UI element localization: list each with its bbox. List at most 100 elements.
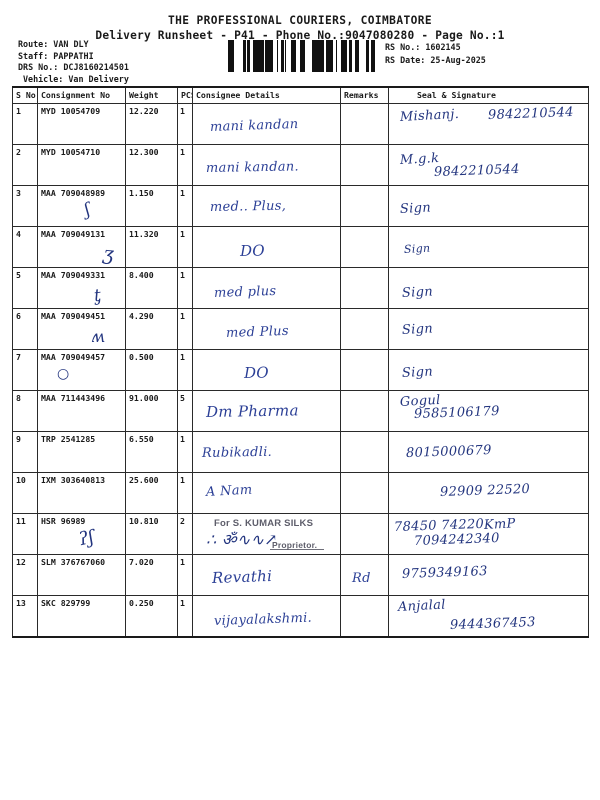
cell-seal-signature: Anjalal 9444367453 [388, 595, 589, 638]
signature-handwriting: Sign [403, 241, 431, 256]
cell-remarks [340, 595, 389, 638]
ink-scribble: ʒ [101, 242, 115, 266]
cell-pcs: 5 [177, 390, 193, 432]
cell-weight: 91.000 [125, 390, 178, 432]
signature-handwriting: Sign [399, 200, 432, 217]
cell-consignee-details: DO [192, 349, 341, 391]
staff-field: Staff: PAPPATHI [18, 50, 94, 61]
runsheet-meta-left: Route: VAN DLY Staff: PAPPATHI DRS No.: … [18, 39, 129, 85]
cell-seal-signature: Sign [388, 349, 589, 391]
cell-seal-signature: M.g.k 9842210544 [388, 144, 589, 186]
cell-consignee-details: Rubikadli. [192, 431, 341, 473]
cell-consignment-no: MAA 709048989 ʃ [37, 185, 126, 227]
table-row: 1 MYD 10054709 12.220 1 mani kandan Mishanj. 9… [12, 103, 589, 145]
cell-seal-signature: 9759349163 [388, 554, 589, 596]
consignment-no-text: MAA 709048989 [41, 188, 106, 198]
cell-consignment-no: MAA 709049451 ʍ [37, 308, 126, 350]
cell-remarks [340, 513, 389, 555]
cell-weight: 12.300 [125, 144, 178, 186]
page-title: THE PROFESSIONAL COURIERS, COIMBATORE [167, 14, 432, 27]
table-header: S No Consignment No Weight PCS Consignee… [12, 86, 589, 104]
cell-pcs: 1 [177, 472, 193, 514]
cell-consignee-details: med.. Plus, [192, 185, 341, 227]
table-row: 8 MAA 711443496 91.000 5 Dm Pharma Gogul 95851… [12, 390, 589, 432]
col-header-consignment-no: Consignment No [37, 86, 126, 104]
col-header-seal-signature: Seal & Signature [388, 86, 589, 104]
cell-sno: 4 [12, 226, 38, 268]
cell-consignment-no: MYD 10054709 [37, 103, 126, 145]
table-row: 5 MAA 709049331 ƫ 8.400 1 med plus Sign [12, 267, 589, 309]
table-row: 12 SLM 376767060 7.020 1 Revathi Rd 9759349163 [12, 554, 589, 596]
cell-seal-signature: Sign [388, 226, 589, 268]
consignee-details-handwriting: med.. Plus, [209, 198, 287, 215]
cell-pcs: 1 [177, 185, 193, 227]
cell-consignment-no: MYD 10054710 [37, 144, 126, 186]
table-row: 7 MAA 709049457 ○ 0.500 1 DO Sign [12, 349, 589, 391]
cell-remarks [340, 267, 389, 309]
signature-phone-number: 9759349163 [401, 564, 488, 582]
rubber-stamp-top-text: For S. KUMAR SILKS [214, 518, 314, 529]
cell-consignment-no: MAA 709049131 ʒ [37, 226, 126, 268]
cell-consignment-no: MAA 711443496 [37, 390, 126, 432]
col-header-consignee-details: Consignee Details [192, 86, 341, 104]
consignee-details-handwriting: mani kandan [209, 116, 299, 135]
consignee-details-handwriting: Rubikadli. [201, 444, 273, 461]
consignee-details-handwriting: med Plus [225, 323, 290, 341]
cell-weight: 11.320 [125, 226, 178, 268]
col-header-remarks: Remarks [340, 86, 389, 104]
consignee-details-handwriting: mani kandan. [205, 159, 300, 176]
cell-sno: 7 [12, 349, 38, 391]
col-header-pcs: PCS [177, 86, 193, 104]
drs-no-field: DRS No.: DCJ8160214501 [18, 62, 129, 73]
cell-pcs: 1 [177, 349, 193, 391]
signature-handwriting: Sign [401, 364, 434, 381]
cell-remarks [340, 349, 389, 391]
cell-seal-signature: 92909 22520 [388, 472, 589, 514]
consignment-no-text: IXM 303640813 [41, 475, 106, 485]
cell-consignee-details: DO [192, 226, 341, 268]
cell-remarks [340, 390, 389, 432]
signature-phone-number: 9444367453 [449, 615, 536, 633]
signature-phone-number: 92909 22520 [439, 481, 531, 500]
barcode-image [228, 40, 380, 72]
rubber-stamp-bottom-text: Proprietor. [272, 540, 318, 550]
signature-phone-number: 9585106179 [413, 404, 500, 422]
cell-seal-signature: KmP 78450 74220 7094242340 [388, 513, 589, 555]
cell-remarks [340, 431, 389, 473]
consignment-no-text: TRP 2541285 [41, 434, 96, 444]
cell-seal-signature: Sign [388, 308, 589, 350]
consignment-no-text: SLM 376767060 [41, 557, 106, 567]
col-header-weight: Weight [125, 86, 178, 104]
ink-scribble: ʃ [82, 199, 93, 221]
consignee-details-handwriting: med plus [213, 283, 277, 301]
cell-consignment-no: SLM 376767060 [37, 554, 126, 596]
cell-sno: 12 [12, 554, 38, 596]
cell-pcs: 2 [177, 513, 193, 555]
table-row: 3 MAA 709048989 ʃ 1.150 1 med.. Plus, Sign [12, 185, 589, 227]
signature-handwriting: Sign [401, 284, 434, 301]
cell-sno: 11 [12, 513, 38, 555]
cell-weight: 1.150 [125, 185, 178, 227]
cell-remarks [340, 144, 389, 186]
consignment-no-text: SKC 829799 [41, 598, 91, 608]
cell-consignment-no: MAA 709049331 ƫ [37, 267, 126, 309]
ink-scribble: ʔʃ [76, 526, 96, 551]
ink-scribble: ○ [57, 366, 70, 382]
consignee-details-handwriting: A Nam [205, 482, 253, 500]
cell-remarks [340, 226, 389, 268]
proprietor-signature: ∴ ॐ∿∿↗ [206, 530, 278, 549]
cell-pcs: 1 [177, 308, 193, 350]
cell-consignee-details: Dm Pharma [192, 390, 341, 432]
cell-consignment-no: IXM 303640813 [37, 472, 126, 514]
cell-consignee-details: mani kandan [192, 103, 341, 145]
cell-sno: 6 [12, 308, 38, 350]
ink-scribble: ƫ [91, 285, 101, 307]
cell-consignment-no: SKC 829799 [37, 595, 126, 638]
cell-weight: 0.500 [125, 349, 178, 391]
cell-weight: 12.220 [125, 103, 178, 145]
cell-seal-signature: Gogul 9585106179 [388, 390, 589, 432]
consignment-no-text: MAA 709049131 [41, 229, 106, 239]
cell-pcs: 1 [177, 226, 193, 268]
table-header-row: S No Consignment No Weight PCS Consignee… [12, 86, 589, 104]
consignee-details-handwriting: Dm Pharma [205, 401, 299, 421]
